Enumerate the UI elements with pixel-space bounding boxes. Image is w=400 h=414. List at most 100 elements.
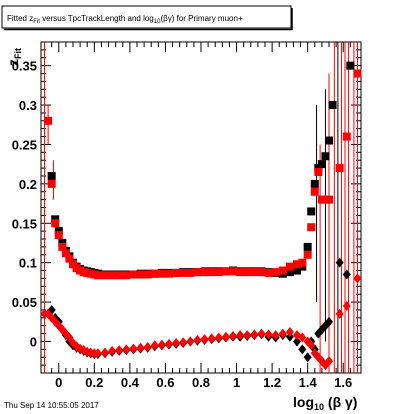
data-point-square [346, 61, 355, 70]
y-tick-label: 0.15 [12, 216, 37, 231]
data-point-square [179, 268, 188, 277]
data-point-square [47, 179, 56, 188]
data-point-diamond [129, 343, 138, 354]
data-point-square [243, 268, 252, 277]
data-point-square [342, 132, 351, 141]
data-point-square [310, 187, 319, 196]
data-point-diamond [214, 332, 223, 343]
data-point-diamond [298, 344, 307, 355]
data-point-diamond [278, 328, 287, 339]
data-point-diamond [143, 341, 152, 352]
data-point-diamond [157, 339, 166, 350]
y-axis-title-sub: Fit [13, 48, 23, 59]
y-tick-label: 0.05 [12, 295, 37, 310]
data-point-square [353, 69, 362, 78]
x-tick-label: 0.2 [85, 375, 103, 390]
y-tick-label: 0.35 [12, 59, 37, 74]
data-point-square [335, 164, 344, 173]
y-axis-title: zFit [5, 48, 23, 66]
data-point-diamond [342, 269, 351, 280]
data-point-square [264, 268, 273, 277]
data-point-square [58, 242, 67, 251]
data-point-diamond [303, 352, 312, 363]
date-stamp: Thu Sep 14 10:55:05 2017 [4, 401, 99, 410]
y-tick-label: 0.1 [19, 256, 37, 271]
data-point-square [207, 268, 216, 277]
data-point-diamond [257, 328, 266, 339]
y-tick-label: 0.25 [12, 137, 37, 152]
x-tick-label: 1.6 [334, 375, 352, 390]
data-point-diamond [236, 330, 245, 341]
title-part3: (βγ) for Primary muon+ [160, 14, 243, 23]
data-point-square [293, 260, 301, 269]
data-point-diamond [353, 273, 362, 284]
x-tick-label: 1.2 [263, 375, 281, 390]
data-point-diamond [93, 348, 102, 359]
data-point-diamond [335, 257, 344, 268]
data-point-square [157, 269, 166, 278]
data-point-square [321, 152, 330, 161]
x-axis-title-sub: 10 [314, 402, 324, 412]
data-point-square [200, 268, 209, 277]
data-point-diamond [108, 345, 117, 356]
data-point-square [278, 266, 287, 275]
title-part1: Fitted z [7, 14, 33, 23]
data-point-square [298, 258, 307, 267]
x-tick-label: 1 [233, 375, 240, 390]
data-point-square [307, 223, 316, 232]
data-point-square [150, 269, 159, 278]
y-axis-title-main: z [5, 59, 21, 66]
data-point-square [285, 262, 294, 271]
x-tick-label: 0.6 [156, 375, 174, 390]
data-point-square [61, 249, 70, 258]
x-tick-label: 0 [55, 375, 62, 390]
data-point-diamond [115, 345, 124, 356]
data-point-diamond [307, 340, 316, 351]
data-point-square [165, 269, 173, 278]
data-point-square [108, 271, 117, 280]
data-point-square [54, 231, 63, 240]
data-point-diamond [335, 308, 344, 319]
data-point-diamond [186, 336, 195, 347]
data-point-square [193, 268, 202, 277]
data-point-square [317, 160, 326, 169]
data-markers [40, 61, 362, 371]
data-point-square [221, 267, 230, 276]
data-point-diamond [179, 337, 188, 348]
title-part2: versus TpcTrackLength and log [40, 14, 154, 23]
data-point-diamond [325, 316, 333, 327]
y-tick-labels: 0 0.05 0.1 0.15 0.2 0.25 0.3 0.35 [12, 59, 37, 350]
data-point-diamond [298, 332, 307, 343]
data-point-square [236, 268, 245, 277]
y-tick-label: 0.2 [19, 177, 37, 192]
data-point-diamond [200, 334, 209, 345]
data-point-diamond [229, 330, 237, 341]
x-tick-labels: 0 0.2 0.4 0.6 0.8 1 1.2 1.4 1.6 [55, 375, 352, 390]
data-point-square [325, 136, 333, 145]
x-axis-title-rest: (β γ) [324, 394, 357, 410]
title-sub1: Fit [33, 19, 40, 25]
data-point-diamond [264, 329, 273, 340]
data-point-diamond [250, 329, 259, 340]
x-axis-title-main: log [293, 394, 314, 410]
data-point-diamond [271, 330, 280, 341]
data-point-square [214, 268, 223, 277]
x-tick-label: 0.8 [192, 375, 210, 390]
data-point-square [172, 268, 181, 277]
y-tick-label: 0 [30, 334, 37, 349]
data-point-square [271, 268, 280, 277]
x-axis-title: log10 (β γ) [293, 394, 357, 412]
data-point-square [47, 171, 56, 180]
data-point-square [229, 267, 237, 276]
data-point-diamond [221, 331, 230, 342]
chart-title: Fitted zFit versus TpcTrackLength and lo… [7, 14, 243, 25]
data-point-diamond [136, 342, 145, 353]
data-point-diamond [193, 334, 202, 345]
data-point-square [257, 268, 266, 277]
data-point-square [65, 254, 74, 263]
data-point-square [101, 271, 109, 280]
data-point-square [115, 271, 124, 280]
data-point-diamond [243, 330, 252, 341]
data-point-diamond [165, 338, 173, 349]
data-point-diamond [172, 338, 181, 349]
